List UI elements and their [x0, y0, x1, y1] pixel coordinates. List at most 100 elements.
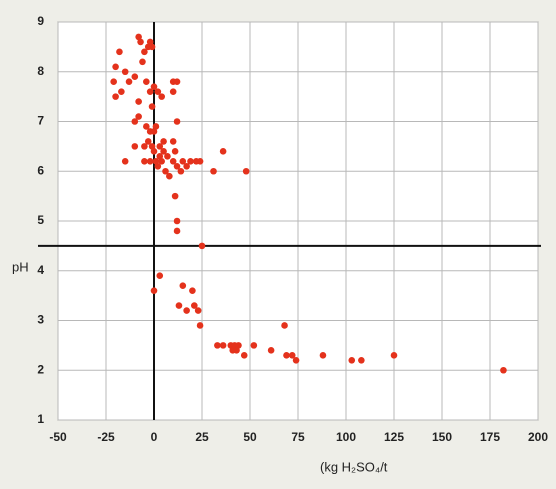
data-point	[196, 322, 204, 329]
data-point	[179, 158, 187, 165]
data-point	[154, 88, 162, 95]
data-point	[219, 148, 227, 155]
data-point	[131, 73, 139, 81]
data-point	[143, 123, 150, 130]
data-point	[146, 88, 154, 95]
data-point	[110, 78, 117, 85]
y-tick-label: 8	[37, 64, 44, 78]
data-point	[141, 143, 148, 150]
data-point	[267, 347, 275, 354]
x-tick-label: 0	[151, 430, 158, 444]
data-point	[175, 302, 183, 309]
data-point	[148, 43, 156, 51]
data-point	[118, 88, 125, 95]
data-point	[242, 167, 250, 175]
data-point	[183, 307, 190, 314]
data-point	[135, 113, 142, 120]
data-point	[139, 58, 146, 66]
data-point	[152, 123, 160, 130]
y-tick-label: 2	[37, 362, 44, 376]
data-point	[198, 242, 206, 250]
data-point	[319, 352, 327, 359]
x-tick-label: 25	[195, 430, 209, 444]
data-point	[292, 357, 300, 364]
data-point	[160, 138, 167, 145]
data-point	[191, 302, 198, 309]
data-point	[137, 38, 144, 46]
data-point	[131, 143, 139, 150]
data-point	[121, 158, 129, 165]
data-point	[112, 63, 119, 71]
y-tick-label: 5	[37, 213, 44, 227]
data-point	[240, 352, 248, 359]
data-point	[143, 78, 150, 85]
data-point	[169, 138, 177, 145]
data-point	[146, 158, 154, 165]
data-point	[141, 48, 148, 56]
data-point	[150, 148, 158, 155]
data-point	[112, 93, 119, 100]
y-tick-label: 1	[37, 412, 44, 426]
data-point	[156, 143, 164, 150]
y-axis-label: pH	[12, 259, 29, 274]
data-point	[173, 118, 181, 125]
data-point	[146, 38, 154, 46]
data-point	[500, 366, 507, 374]
data-point	[171, 148, 179, 155]
data-point	[173, 78, 181, 85]
data-point	[235, 342, 242, 349]
y-tick-label: 7	[37, 114, 44, 128]
data-point	[189, 287, 196, 294]
x-tick-label: 50	[243, 430, 257, 444]
x-axis-label: (kg H₂SO₄/t	[320, 459, 388, 474]
data-point	[219, 342, 227, 349]
data-point	[135, 98, 142, 105]
data-point	[148, 103, 156, 110]
data-point	[148, 143, 156, 150]
x-tick-label: 150	[432, 430, 452, 444]
data-point	[173, 162, 181, 170]
data-point	[177, 167, 185, 175]
x-tick-label: 200	[528, 430, 548, 444]
y-tick-label: 3	[37, 313, 44, 327]
data-point	[160, 148, 167, 155]
data-point	[154, 162, 162, 170]
data-point	[194, 307, 202, 314]
data-point	[152, 158, 160, 165]
data-point	[135, 33, 142, 41]
data-point	[141, 158, 148, 165]
data-point	[116, 48, 123, 56]
data-point	[358, 357, 365, 364]
data-point	[196, 158, 204, 165]
data-point	[173, 217, 181, 225]
data-point	[150, 287, 158, 294]
data-point	[166, 172, 173, 180]
data-point	[283, 352, 290, 359]
data-point	[348, 357, 356, 364]
data-point	[179, 282, 187, 289]
data-point	[250, 342, 258, 349]
x-tick-label: 175	[480, 430, 500, 444]
data-point	[156, 272, 164, 280]
data-point	[171, 192, 179, 200]
data-point	[173, 227, 181, 235]
data-point	[121, 68, 129, 76]
data-point	[144, 138, 152, 145]
data-point	[210, 167, 217, 175]
data-point	[150, 83, 158, 90]
data-point	[214, 342, 221, 349]
x-tick-label: 125	[384, 430, 404, 444]
data-point	[288, 352, 296, 359]
data-point	[164, 153, 171, 160]
data-point	[390, 352, 398, 359]
y-tick-label: 6	[37, 163, 44, 177]
data-point	[131, 118, 139, 125]
data-point	[158, 93, 165, 100]
data-point	[187, 158, 194, 165]
data-point	[169, 88, 177, 95]
x-tick-label: 75	[291, 430, 305, 444]
x-tick-label: -25	[97, 430, 115, 444]
y-tick-label: 4	[37, 263, 44, 277]
data-point	[156, 153, 164, 160]
